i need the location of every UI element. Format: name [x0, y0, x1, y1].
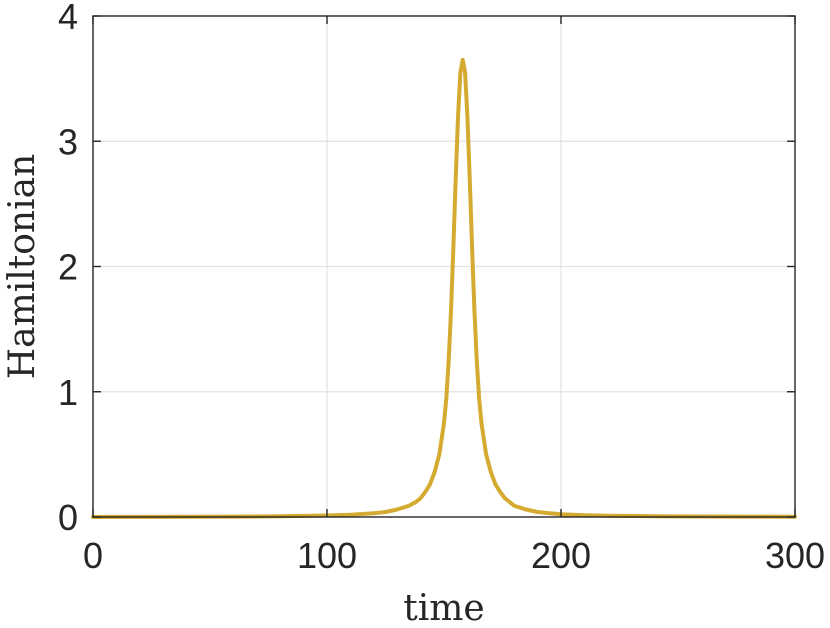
x-axis-label: time	[403, 588, 484, 628]
grid	[93, 16, 795, 517]
y-tick-label: 1	[58, 372, 78, 413]
y-tick-labels: 0 1 2 3 4	[58, 0, 78, 538]
y-tick-label: 0	[58, 497, 78, 538]
x-tick-label: 300	[765, 535, 825, 576]
y-tick-label: 2	[58, 247, 78, 288]
y-tick-label: 3	[58, 121, 78, 162]
y-tick-label: 4	[58, 0, 78, 37]
x-tick-label: 100	[297, 535, 357, 576]
y-axis-label: Hamiltonian	[2, 154, 43, 380]
x-tick-label: 200	[531, 535, 591, 576]
tick-marks	[92, 15, 796, 518]
x-tick-labels: 0 100 200 300	[83, 535, 825, 576]
x-tick-label: 0	[83, 535, 103, 576]
series-line-hamiltonian	[91, 57, 797, 519]
